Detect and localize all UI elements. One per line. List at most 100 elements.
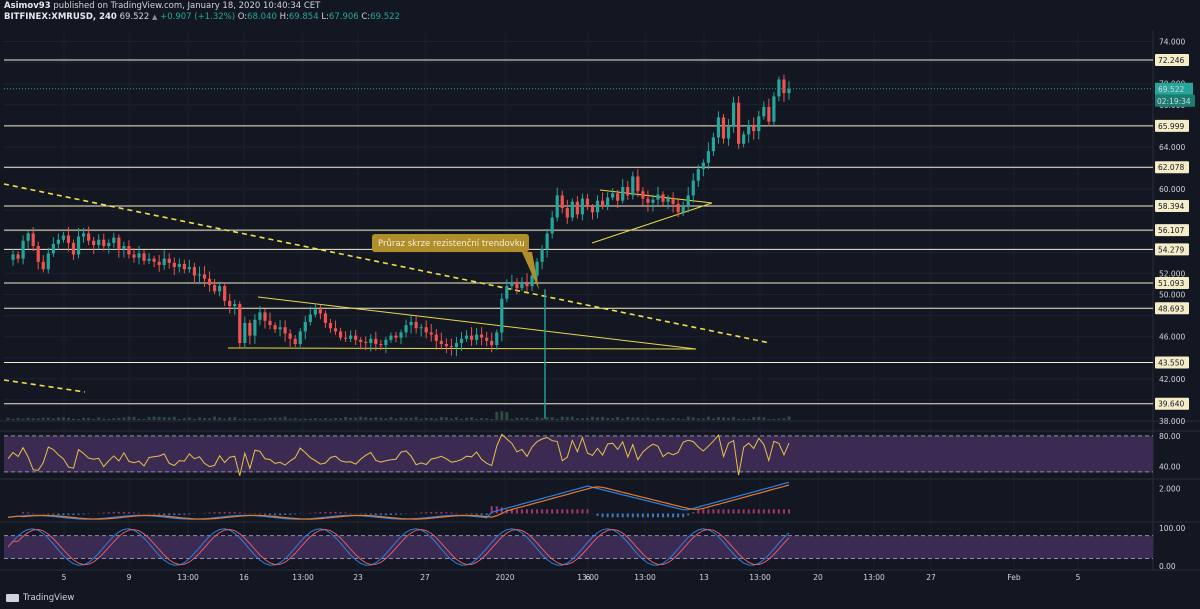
rsi-tick-label: 40.00	[1159, 463, 1181, 472]
macd-histogram-bar	[334, 511, 337, 514]
candle-body	[540, 249, 544, 262]
volume-bar	[646, 417, 650, 420]
candle-body	[338, 331, 343, 338]
low-label: L:	[321, 12, 329, 22]
macd-histogram-bar	[656, 513, 659, 518]
volume-bar	[46, 417, 50, 420]
macd-histogram-bar	[546, 509, 549, 514]
level-price-label: 43.550	[1158, 359, 1184, 368]
macd-histogram-bar	[339, 512, 342, 514]
macd-histogram-bar	[294, 513, 297, 515]
stoch-tick-label: 0.00	[1159, 562, 1176, 571]
volume-bar	[570, 416, 574, 420]
candle-body	[137, 253, 141, 258]
volume-bar	[152, 416, 156, 420]
volume-bar	[147, 416, 151, 420]
macd-histogram-bar	[420, 512, 423, 514]
candle-body	[202, 274, 207, 279]
y-tick-label: 38.000	[1159, 417, 1185, 426]
macd-histogram-bar	[344, 512, 347, 514]
annotation-callout: Průraz skrze rezistenční trendovku	[372, 234, 539, 290]
volume-bar	[757, 416, 761, 420]
candle-body	[147, 258, 151, 261]
volume-bar	[41, 417, 45, 420]
candle-body	[696, 169, 700, 181]
annotation-text: Průraz skrze rezistenční trendovku	[378, 238, 525, 249]
macd-histogram-bar	[757, 509, 760, 514]
volume-bar	[661, 418, 665, 420]
macd-histogram-bar	[72, 513, 75, 516]
x-tick-label: 9	[127, 573, 132, 582]
volume-bar	[293, 418, 297, 420]
volume-bar	[112, 418, 116, 420]
macd-histogram-bar	[67, 513, 70, 516]
candle-body	[31, 233, 35, 247]
candle-body	[56, 239, 60, 244]
candle-body	[515, 281, 519, 289]
candle-body	[721, 117, 726, 139]
candle-body	[429, 332, 433, 335]
volume-bar	[132, 416, 136, 420]
macd-histogram-bar	[314, 512, 317, 514]
level-price-label: 39.640	[1158, 400, 1184, 409]
candle-body	[555, 195, 559, 218]
current-price-label: 69.522	[1158, 85, 1184, 94]
candle-body	[444, 344, 448, 347]
macd-histogram-bar	[117, 511, 120, 514]
candle-body	[228, 300, 232, 307]
volume-bar	[384, 418, 388, 420]
macd-histogram-bar	[722, 509, 725, 514]
candle-body	[590, 207, 595, 213]
volume-bar	[485, 418, 489, 420]
macd-histogram-bar	[22, 512, 25, 514]
volume-bar	[334, 417, 338, 420]
volume-bar	[82, 417, 86, 420]
macd-histogram-bar	[727, 509, 730, 514]
level-price-badge	[1155, 302, 1189, 315]
volume-bar	[706, 416, 710, 420]
macd-histogram-bar	[485, 513, 488, 516]
symbol-label[interactable]: BITFINEX:XMRUSD, 240	[4, 12, 117, 22]
macd-histogram-bar	[77, 513, 80, 515]
volume-bar	[344, 416, 348, 420]
level-price-label: 48.693	[1158, 304, 1184, 313]
macd-histogram-bar	[520, 509, 523, 514]
candle-body	[600, 200, 605, 206]
brand-label: TradingView	[23, 593, 75, 603]
macd-histogram-bar	[183, 513, 186, 515]
macd-histogram-bar	[369, 513, 372, 515]
volume-bar	[192, 418, 196, 420]
candle-body	[772, 96, 776, 122]
macd-histogram-bar	[556, 509, 559, 514]
candle-body	[112, 237, 116, 243]
volume-bar	[611, 418, 615, 420]
volume-bar	[323, 418, 327, 420]
macd-histogram-bar	[687, 513, 690, 516]
volume-bar	[490, 418, 494, 420]
macd-histogram-bar	[349, 512, 352, 514]
y-tick-label: 42.000	[1159, 375, 1185, 384]
candle-body	[631, 176, 635, 196]
volume-bar	[354, 417, 358, 420]
volume-bar	[732, 416, 736, 420]
volume-bar	[540, 417, 544, 420]
candle-body	[762, 106, 766, 117]
volume-bar	[767, 418, 771, 420]
volume-bar	[636, 417, 640, 420]
volume-bar	[233, 417, 237, 420]
candle-body	[369, 338, 373, 343]
macd-histogram-bar	[52, 513, 55, 515]
volume-bar	[465, 417, 469, 420]
high-value: 69.854	[288, 12, 319, 22]
candle-body	[253, 319, 257, 336]
macd-histogram-bar	[27, 512, 30, 514]
publisher-name[interactable]: Asimov93	[4, 1, 51, 11]
candle-body	[480, 334, 484, 338]
volume-bar	[66, 417, 70, 420]
low-value: 67.906	[328, 12, 359, 22]
volume-bar	[762, 417, 766, 420]
candle-body	[26, 233, 30, 241]
publisher-line: Asimov93 published on TradingView.com, J…	[4, 1, 400, 12]
volume-bar	[92, 418, 96, 420]
